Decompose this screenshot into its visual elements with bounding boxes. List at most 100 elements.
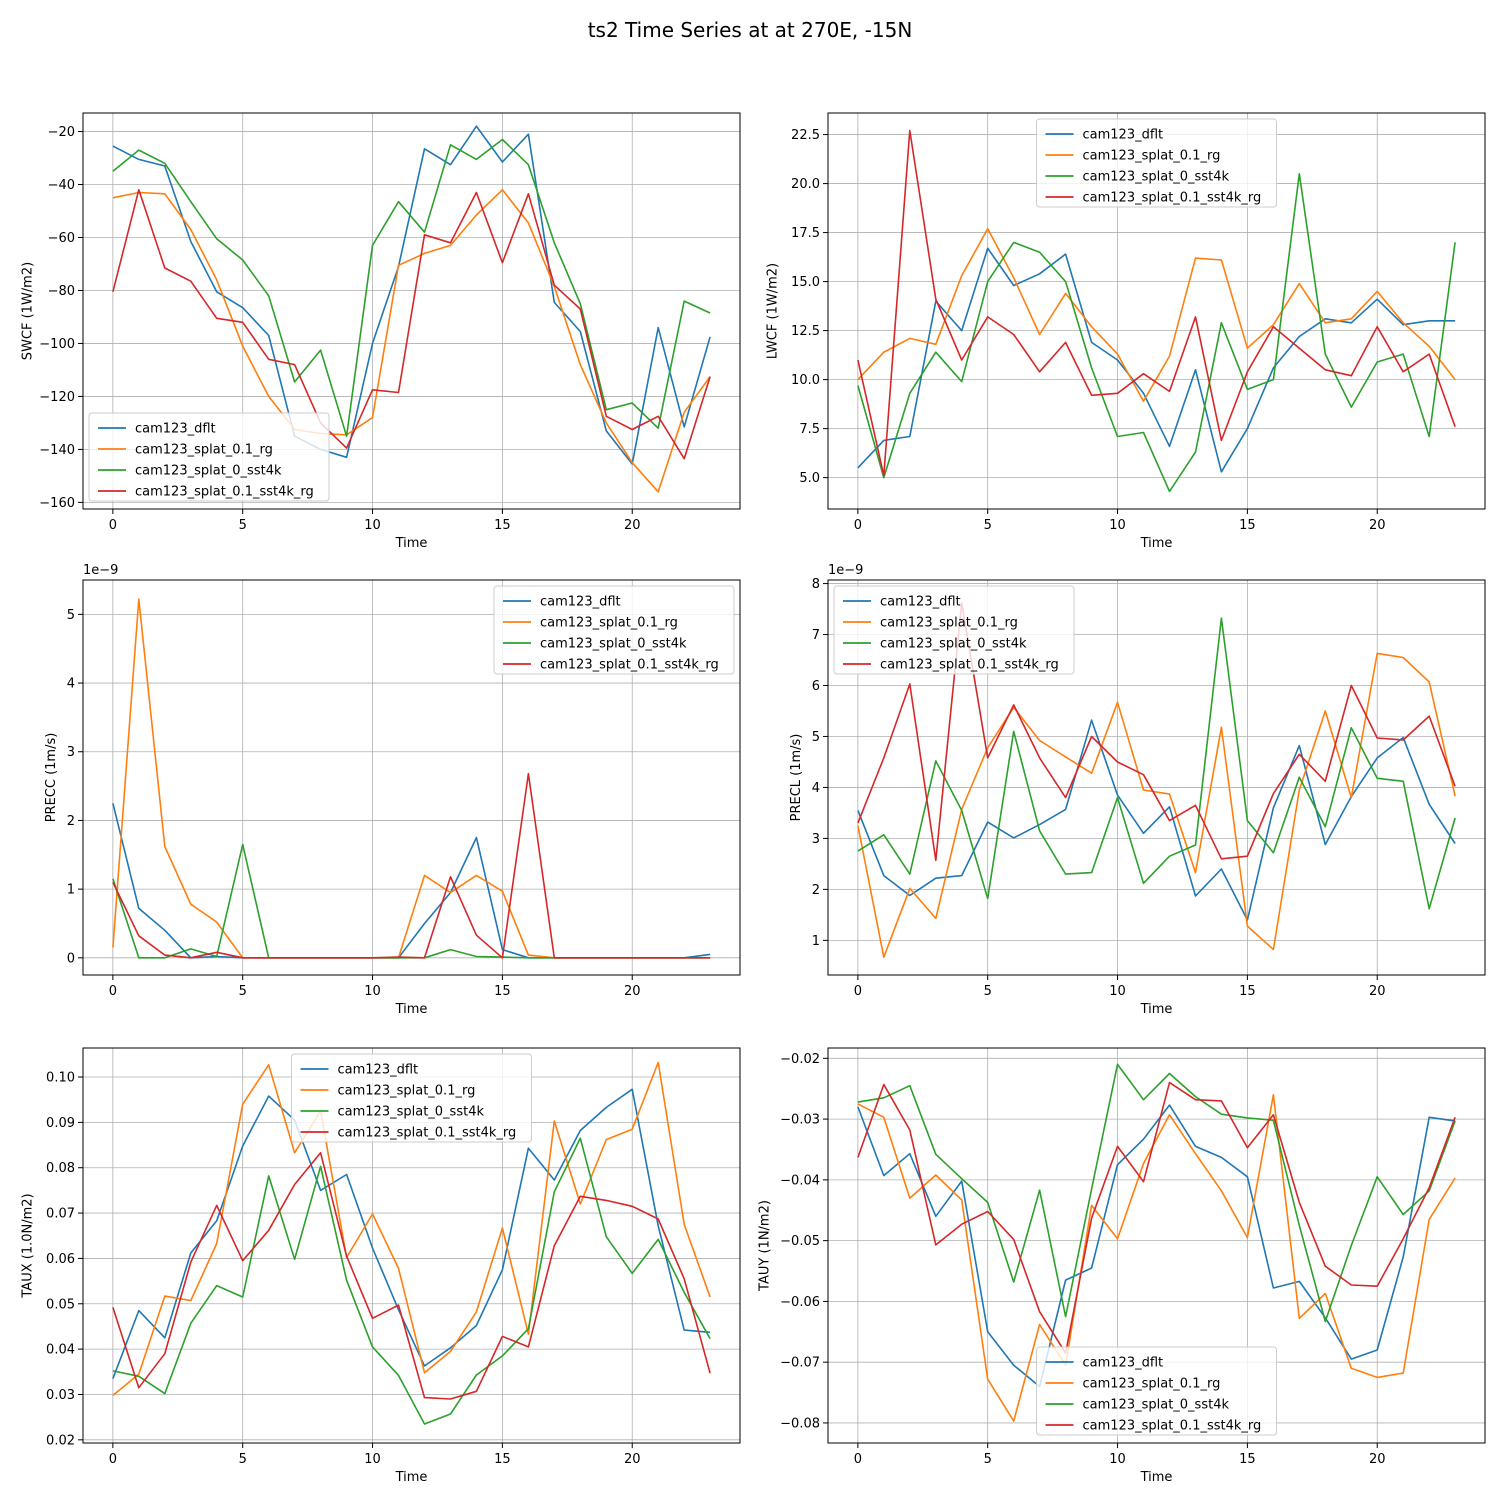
series-line-cam123_splat_0_sst4k — [857, 173, 1456, 493]
plot-area — [857, 129, 1456, 493]
axes-frame — [827, 1047, 1486, 1444]
y-tick-label: −40 — [48, 178, 75, 193]
series-line-cam123_splat_0.1_rg — [857, 1094, 1456, 1422]
legend-label: cam123_splat_0.1_sst4k_rg — [1083, 191, 1262, 206]
series-line-cam123_splat_0_sst4k — [112, 138, 711, 438]
legend-label: cam123_splat_0_sst4k — [135, 464, 282, 479]
subplot-6: 0 5 10 15 20 −0.08 −0.07 −0.06 −0.05 −0.04 −0.03 −0… — [758, 1047, 1486, 1485]
legend-box — [493, 585, 735, 675]
y-tick-label: 0.06 — [46, 1252, 75, 1267]
series-line-cam123_dflt — [112, 125, 711, 465]
y-tick-label: 20.0 — [791, 177, 820, 192]
y-tick-label: −140 — [39, 443, 75, 458]
y-tick-label: 10.0 — [791, 373, 820, 388]
figure-title: ts2 Time Series at at 270E, -15N — [588, 18, 913, 42]
y-axis-label: PRECL (1m/s) — [789, 734, 804, 822]
series-line-cam123_splat_0_sst4k — [857, 1063, 1456, 1323]
x-tick-label: 15 — [1239, 1452, 1256, 1467]
legend-label: cam123_splat_0_sst4k — [1083, 1398, 1230, 1413]
x-axis-label: Time — [395, 1470, 428, 1485]
series-line-cam123_dflt — [857, 719, 1456, 921]
series-line-cam123_dflt — [857, 1104, 1456, 1388]
series-line-cam123_splat_0.1_rg — [857, 652, 1456, 959]
x-tick-label: 0 — [854, 518, 862, 533]
x-tick-label: 20 — [624, 984, 641, 999]
x-axis-label: Time — [395, 536, 428, 551]
legend: cam123_dflt cam123_splat_0.1_rg cam123_spl… — [1036, 118, 1277, 208]
y-tick-label: 7.5 — [799, 422, 820, 437]
axes-frame — [827, 112, 1486, 510]
series-line-cam123_splat_0.1_sst4k_rg — [857, 129, 1456, 477]
x-tick-label: 15 — [1239, 518, 1256, 533]
series-line-cam123_splat_0.1_sst4k_rg — [112, 772, 711, 959]
y-tick-label: 2 — [67, 814, 75, 829]
x-tick-label: 0 — [109, 518, 117, 533]
x-tick-label: 15 — [494, 518, 511, 533]
y-tick-label: 3 — [67, 745, 75, 760]
legend-label: cam123_splat_0_sst4k — [880, 637, 1027, 652]
y-tick-label: 2 — [812, 883, 820, 898]
x-tick-label: 0 — [854, 1452, 862, 1467]
x-tick-label: 10 — [1109, 1452, 1126, 1467]
x-tick-label: 15 — [494, 984, 511, 999]
y-tick-label: 6 — [812, 679, 820, 694]
legend-label: cam123_splat_0.1_rg — [880, 616, 1018, 631]
y-tick-label: −160 — [39, 496, 75, 511]
legend-box — [1036, 1346, 1277, 1436]
legend-label: cam123_splat_0_sst4k — [1083, 170, 1230, 185]
y-tick-label: 8 — [812, 577, 820, 592]
y-tick-label: 0.02 — [46, 1433, 75, 1448]
legend-box — [291, 1053, 532, 1143]
y-tick-label: −20 — [48, 125, 75, 140]
subplot-4: 0 5 10 15 20 1 2 3 4 5 6 7 8 Time PRECL (1m/s) 1e−9 cam1… — [789, 563, 1486, 1017]
series-line-cam123_splat_0.1_sst4k_rg — [112, 1152, 711, 1400]
series-line-cam123_splat_0.1_rg — [112, 1061, 711, 1397]
series-line-cam123_dflt — [112, 1088, 711, 1379]
y-tick-label: 7 — [812, 628, 820, 643]
y-tick-label: 0.09 — [46, 1116, 75, 1131]
legend-label: cam123_splat_0.1_rg — [338, 1084, 476, 1099]
axis-offset-text: 1e−9 — [83, 563, 118, 578]
x-tick-label: 15 — [494, 1452, 511, 1467]
x-tick-label: 20 — [1369, 1452, 1386, 1467]
y-tick-label: 0.10 — [46, 1071, 75, 1086]
y-tick-label: −60 — [48, 231, 75, 246]
plot-area — [112, 125, 711, 493]
legend-label: cam123_dflt — [135, 422, 216, 437]
legend-label: cam123_splat_0.1_rg — [1083, 149, 1221, 164]
x-tick-label: 10 — [364, 984, 381, 999]
x-tick-label: 10 — [364, 1452, 381, 1467]
y-tick-label: 4 — [812, 781, 820, 796]
legend-label: cam123_splat_0_sst4k — [338, 1105, 485, 1120]
x-tick-label: 15 — [1239, 984, 1256, 999]
subplot-2: 0 5 10 15 20 5.0 7.5 10.0 12.5 15.0 17.5 20.0 22.5 Ti… — [765, 112, 1486, 551]
y-tick-label: 3 — [812, 832, 820, 847]
y-tick-label: 12.5 — [791, 324, 820, 339]
series-line-cam123_splat_0_sst4k — [112, 1137, 711, 1425]
x-tick-label: 10 — [1109, 518, 1126, 533]
x-axis-label: Time — [1140, 1470, 1173, 1485]
y-tick-label: −0.03 — [780, 1113, 820, 1128]
legend-label: cam123_splat_0.1_rg — [1083, 1377, 1221, 1392]
y-tick-label: 1 — [67, 883, 75, 898]
series-line-cam123_splat_0.1_rg — [112, 189, 711, 493]
y-tick-label: −80 — [48, 284, 75, 299]
x-tick-label: 0 — [109, 1452, 117, 1467]
y-tick-label: 0.08 — [46, 1161, 75, 1176]
x-tick-label: 0 — [109, 984, 117, 999]
subplot-5: 0 5 10 15 20 0.02 0.03 0.04 0.05 0.06 0.07 0.08 0.09… — [20, 1047, 741, 1485]
y-axis-label: TAUX (1.0N/m2) — [20, 1193, 35, 1298]
x-tick-label: 10 — [1109, 984, 1126, 999]
plot-area — [112, 1061, 711, 1425]
y-tick-label: −0.07 — [780, 1356, 820, 1371]
y-axis-label: TAUY (1N/m2) — [758, 1200, 773, 1292]
series-line-cam123_dflt — [857, 247, 1456, 473]
y-tick-label: 0.05 — [46, 1297, 75, 1312]
x-tick-label: 20 — [624, 518, 641, 533]
legend-label: cam123_dflt — [1083, 1356, 1164, 1371]
y-tick-label: 0.07 — [46, 1207, 75, 1222]
x-axis-label: Time — [1140, 1002, 1173, 1017]
y-tick-label: 15.0 — [791, 275, 820, 290]
